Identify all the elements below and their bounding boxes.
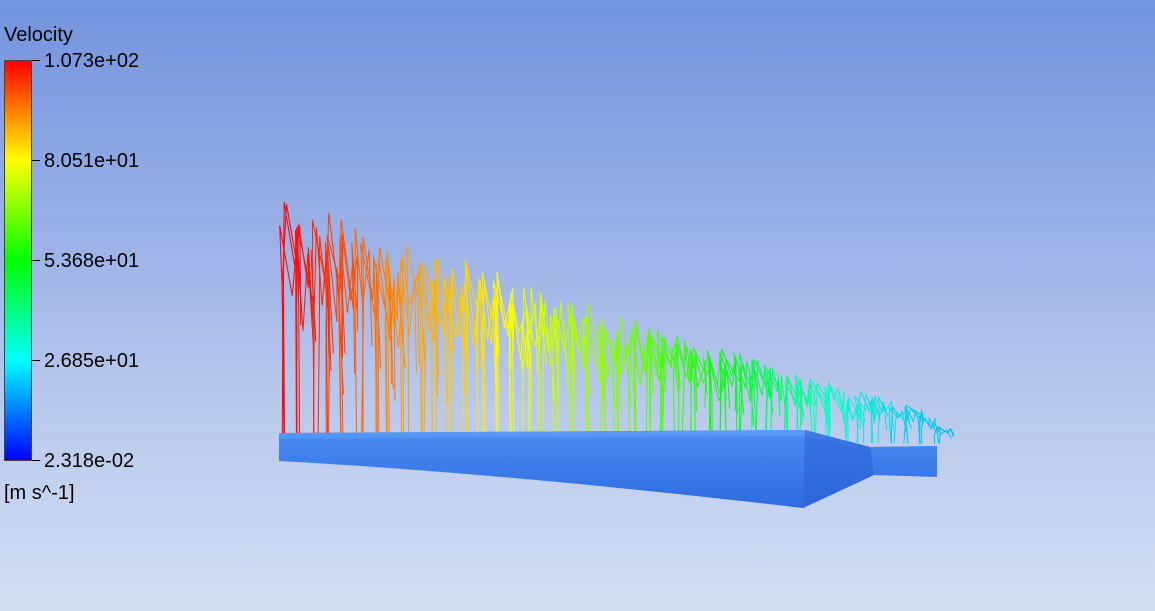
velocity-vector (877, 396, 894, 444)
velocity-vector (384, 250, 405, 436)
velocity-vector (827, 384, 846, 443)
legend-tick (32, 260, 40, 261)
legend-colorbar (4, 60, 32, 461)
velocity-vector (824, 381, 845, 443)
velocity-vector (465, 261, 482, 437)
legend-tick (32, 160, 40, 161)
velocity-vector (724, 357, 745, 441)
velocity-vector (738, 363, 755, 442)
velocity-vector (529, 287, 546, 438)
velocity-vector (937, 425, 955, 445)
legend-label-min: 2.318e-02 (44, 450, 135, 472)
velocity-vector (597, 326, 616, 439)
velocity-vector (443, 278, 466, 437)
velocity-vector (400, 258, 417, 436)
velocity-vector (571, 316, 592, 439)
legend-title: Velocity (4, 24, 73, 46)
velocity-vector (672, 335, 692, 441)
velocity-vector (525, 301, 548, 438)
velocity-vector (340, 233, 359, 435)
velocity-vector (708, 355, 726, 441)
duct-side-face (279, 430, 937, 508)
velocity-vector (933, 427, 952, 445)
velocity-vector (496, 271, 515, 438)
velocity-vector (508, 293, 528, 438)
velocity-vector (461, 282, 478, 437)
velocity-vector (464, 260, 485, 437)
velocity-vector (450, 268, 468, 437)
velocity-vector (282, 201, 302, 435)
legend-label-max: 1.073e+02 (44, 50, 140, 72)
velocity-vector (733, 352, 755, 441)
velocity-vector (903, 405, 920, 444)
velocity-vector (661, 335, 680, 440)
velocity-vector (709, 361, 730, 441)
velocity-vector (476, 279, 496, 438)
velocity-vector (297, 226, 317, 435)
velocity-vector (890, 405, 911, 444)
velocity-vector (354, 228, 373, 436)
velocity-vector (296, 224, 314, 435)
velocity-vector (325, 213, 344, 435)
velocity-vector (557, 301, 574, 439)
velocity-vector (694, 356, 711, 441)
velocity-vector (785, 377, 805, 442)
velocity-vectors (279, 201, 955, 445)
duct-top-face (279, 430, 937, 452)
velocity-vector (616, 316, 637, 440)
velocity-vector (435, 257, 454, 437)
velocity-vector (770, 367, 788, 442)
legend-tick (32, 460, 40, 461)
velocity-vector (377, 258, 396, 436)
velocity-vector (905, 404, 923, 444)
legend-tick (32, 60, 40, 61)
legend-tick (32, 360, 40, 361)
velocity-vector (753, 358, 772, 442)
velocity-vector (376, 246, 394, 436)
velocity-vector (844, 401, 862, 443)
velocity-vector (612, 333, 632, 440)
velocity-vector (555, 317, 575, 439)
legend-label-3: 8.051e+01 (44, 150, 140, 172)
velocity-vector (917, 413, 936, 444)
velocity-vector (317, 236, 334, 435)
velocity-vector (585, 303, 605, 439)
duct-expansion-face (803, 430, 874, 508)
legend-units: [m s^-1] (4, 482, 75, 504)
velocity-vector (537, 299, 555, 439)
velocity-vector (870, 401, 888, 444)
velocity-vector (338, 237, 356, 435)
legend-label-mid: 5.368e+01 (44, 250, 140, 272)
velocity-vector (360, 242, 382, 436)
velocity-vector (827, 384, 845, 443)
velocity-vector (690, 349, 707, 441)
velocity-vector (847, 396, 866, 443)
velocity-vector (419, 260, 438, 437)
legend-label-1: 2.685e+01 (44, 350, 140, 372)
velocity-vector (431, 258, 451, 437)
velocity-vector (522, 286, 538, 438)
velocity-vector (888, 406, 907, 444)
duct-geometry (279, 430, 937, 508)
velocity-vector (401, 254, 420, 436)
velocity-vector (628, 332, 648, 440)
velocity-vector (719, 348, 737, 441)
